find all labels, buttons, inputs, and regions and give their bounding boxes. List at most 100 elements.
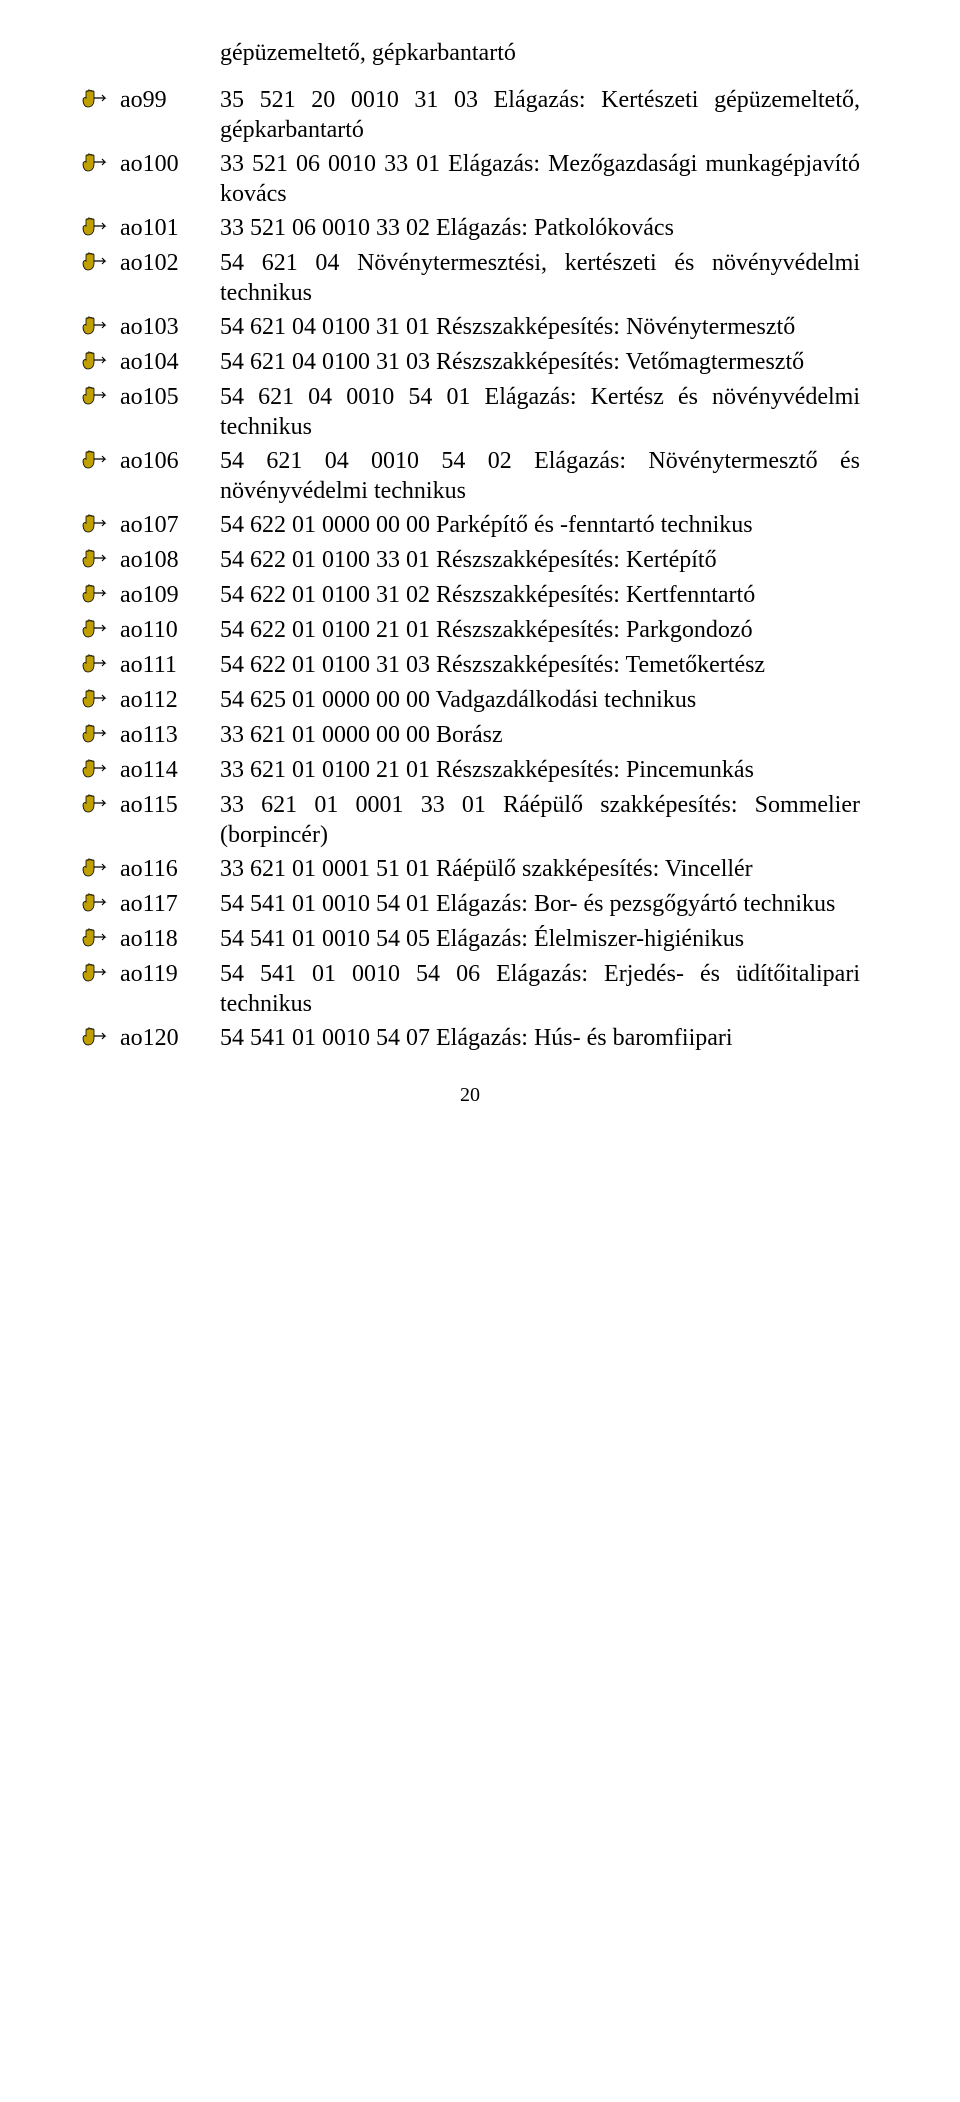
hand-pointer-icon	[80, 582, 108, 606]
list-item: ao11433 621 01 0100 21 01 Részszakképesí…	[80, 755, 860, 786]
item-text: 54 621 04 0100 31 01 Részszakképesítés: …	[220, 312, 860, 342]
item-text: 54 622 01 0100 31 02 Részszakképesítés: …	[220, 580, 860, 610]
item-text: 54 541 01 0010 54 07 Elágazás: Hús- és b…	[220, 1023, 860, 1053]
item-text: 35 521 20 0010 31 03 Elágazás: Kertészet…	[220, 85, 860, 145]
item-code: ao120	[120, 1023, 220, 1052]
list-item: ao10954 622 01 0100 31 02 Részszakképesí…	[80, 580, 860, 611]
hand-pointer-icon	[80, 757, 108, 781]
item-code: ao103	[120, 312, 220, 341]
hand-pointer-icon	[80, 652, 108, 676]
item-text: 33 621 01 0001 51 01 Ráépülő szakképesít…	[220, 854, 860, 884]
icon-cell	[80, 924, 120, 955]
page-container: gépüzemeltető, gépkarbantartó ao9935 521…	[0, 0, 960, 1147]
list-item: ao10754 622 01 0000 00 00 Parképítő és -…	[80, 510, 860, 541]
item-code: ao114	[120, 755, 220, 784]
hand-pointer-icon	[80, 891, 108, 915]
item-code: ao112	[120, 685, 220, 714]
icon-cell	[80, 650, 120, 681]
list-item: ao10654 621 04 0010 54 02 Elágazás: Növé…	[80, 446, 860, 506]
item-text: 33 521 06 0010 33 02 Elágazás: Patkolóko…	[220, 213, 860, 243]
icon-cell	[80, 85, 120, 116]
list-item: ao11533 621 01 0001 33 01 Ráépülő szakké…	[80, 790, 860, 850]
item-code: ao107	[120, 510, 220, 539]
item-code: ao118	[120, 924, 220, 953]
list-item: ao10033 521 06 0010 33 01 Elágazás: Mező…	[80, 149, 860, 209]
hand-pointer-icon	[80, 215, 108, 239]
list-item: ao10354 621 04 0100 31 01 Részszakképesí…	[80, 312, 860, 343]
hand-pointer-icon	[80, 1025, 108, 1049]
list-item: ao10133 521 06 0010 33 02 Elágazás: Patk…	[80, 213, 860, 244]
hand-pointer-icon	[80, 792, 108, 816]
item-code: ao104	[120, 347, 220, 376]
hand-pointer-icon	[80, 448, 108, 472]
hand-pointer-icon	[80, 926, 108, 950]
item-code: ao119	[120, 959, 220, 988]
icon-cell	[80, 312, 120, 343]
rows-container: ao9935 521 20 0010 31 03 Elágazás: Kerté…	[80, 85, 860, 1054]
item-code: ao99	[120, 85, 220, 114]
item-code: ao111	[120, 650, 220, 679]
icon-cell	[80, 1023, 120, 1054]
list-item: ao10554 621 04 0010 54 01 Elágazás: Kert…	[80, 382, 860, 442]
item-text: 33 521 06 0010 33 01 Elágazás: Mezőgazda…	[220, 149, 860, 209]
icon-cell	[80, 580, 120, 611]
hand-pointer-icon	[80, 151, 108, 175]
list-item: ao11054 622 01 0100 21 01 Részszakképesí…	[80, 615, 860, 646]
hand-pointer-icon	[80, 512, 108, 536]
item-code: ao113	[120, 720, 220, 749]
item-text: 54 621 04 0100 31 03 Részszakképesítés: …	[220, 347, 860, 377]
list-item: ao10854 622 01 0100 33 01 Részszakképesí…	[80, 545, 860, 576]
icon-cell	[80, 790, 120, 821]
icon-cell	[80, 510, 120, 541]
icon-cell	[80, 446, 120, 477]
list-item: ao11333 621 01 0000 00 00 Borász	[80, 720, 860, 751]
icon-cell	[80, 149, 120, 180]
item-code: ao110	[120, 615, 220, 644]
hand-pointer-icon	[80, 687, 108, 711]
item-text: 54 541 01 0010 54 06 Elágazás: Erjedés- …	[220, 959, 860, 1019]
item-code: ao100	[120, 149, 220, 178]
item-text: 54 625 01 0000 00 00 Vadgazdálkodási tec…	[220, 685, 860, 715]
list-item: ao11754 541 01 0010 54 01 Elágazás: Bor-…	[80, 889, 860, 920]
item-code: ao117	[120, 889, 220, 918]
hand-pointer-icon	[80, 617, 108, 641]
list-item: ao11954 541 01 0010 54 06 Elágazás: Erje…	[80, 959, 860, 1019]
hand-pointer-icon	[80, 87, 108, 111]
icon-cell	[80, 755, 120, 786]
hand-pointer-icon	[80, 722, 108, 746]
item-code: ao105	[120, 382, 220, 411]
item-text: 33 621 01 0001 33 01 Ráépülő szakképesít…	[220, 790, 860, 850]
list-item: ao11633 621 01 0001 51 01 Ráépülő szakké…	[80, 854, 860, 885]
icon-cell	[80, 685, 120, 716]
list-item: ao10454 621 04 0100 31 03 Részszakképesí…	[80, 347, 860, 378]
hand-pointer-icon	[80, 314, 108, 338]
hand-pointer-icon	[80, 250, 108, 274]
item-text: 33 621 01 0100 21 01 Részszakképesítés: …	[220, 755, 860, 785]
hand-pointer-icon	[80, 856, 108, 880]
item-text: 54 622 01 0100 21 01 Részszakképesítés: …	[220, 615, 860, 645]
item-code: ao115	[120, 790, 220, 819]
item-text: 54 622 01 0100 31 03 Részszakképesítés: …	[220, 650, 860, 680]
item-code: ao108	[120, 545, 220, 574]
list-item: ao9935 521 20 0010 31 03 Elágazás: Kerté…	[80, 85, 860, 145]
icon-cell	[80, 347, 120, 378]
icon-cell	[80, 889, 120, 920]
icon-cell	[80, 213, 120, 244]
hand-pointer-icon	[80, 961, 108, 985]
item-text: 54 541 01 0010 54 05 Elágazás: Élelmisze…	[220, 924, 860, 954]
item-text: 54 621 04 0010 54 02 Elágazás: Növényter…	[220, 446, 860, 506]
item-text: 54 621 04 Növénytermesztési, kertészeti …	[220, 248, 860, 308]
item-code: ao106	[120, 446, 220, 475]
item-code: ao116	[120, 854, 220, 883]
list-item: ao10254 621 04 Növénytermesztési, kertés…	[80, 248, 860, 308]
icon-cell	[80, 720, 120, 751]
item-text: 33 621 01 0000 00 00 Borász	[220, 720, 860, 750]
list-item: ao11854 541 01 0010 54 05 Elágazás: Élel…	[80, 924, 860, 955]
icon-cell	[80, 382, 120, 413]
item-text: 54 621 04 0010 54 01 Elágazás: Kertész é…	[220, 382, 860, 442]
hand-pointer-icon	[80, 384, 108, 408]
item-text: 54 541 01 0010 54 01 Elágazás: Bor- és p…	[220, 889, 860, 919]
list-item: ao11154 622 01 0100 31 03 Részszakképesí…	[80, 650, 860, 681]
icon-cell	[80, 959, 120, 990]
page-heading: gépüzemeltető, gépkarbantartó	[220, 40, 860, 67]
